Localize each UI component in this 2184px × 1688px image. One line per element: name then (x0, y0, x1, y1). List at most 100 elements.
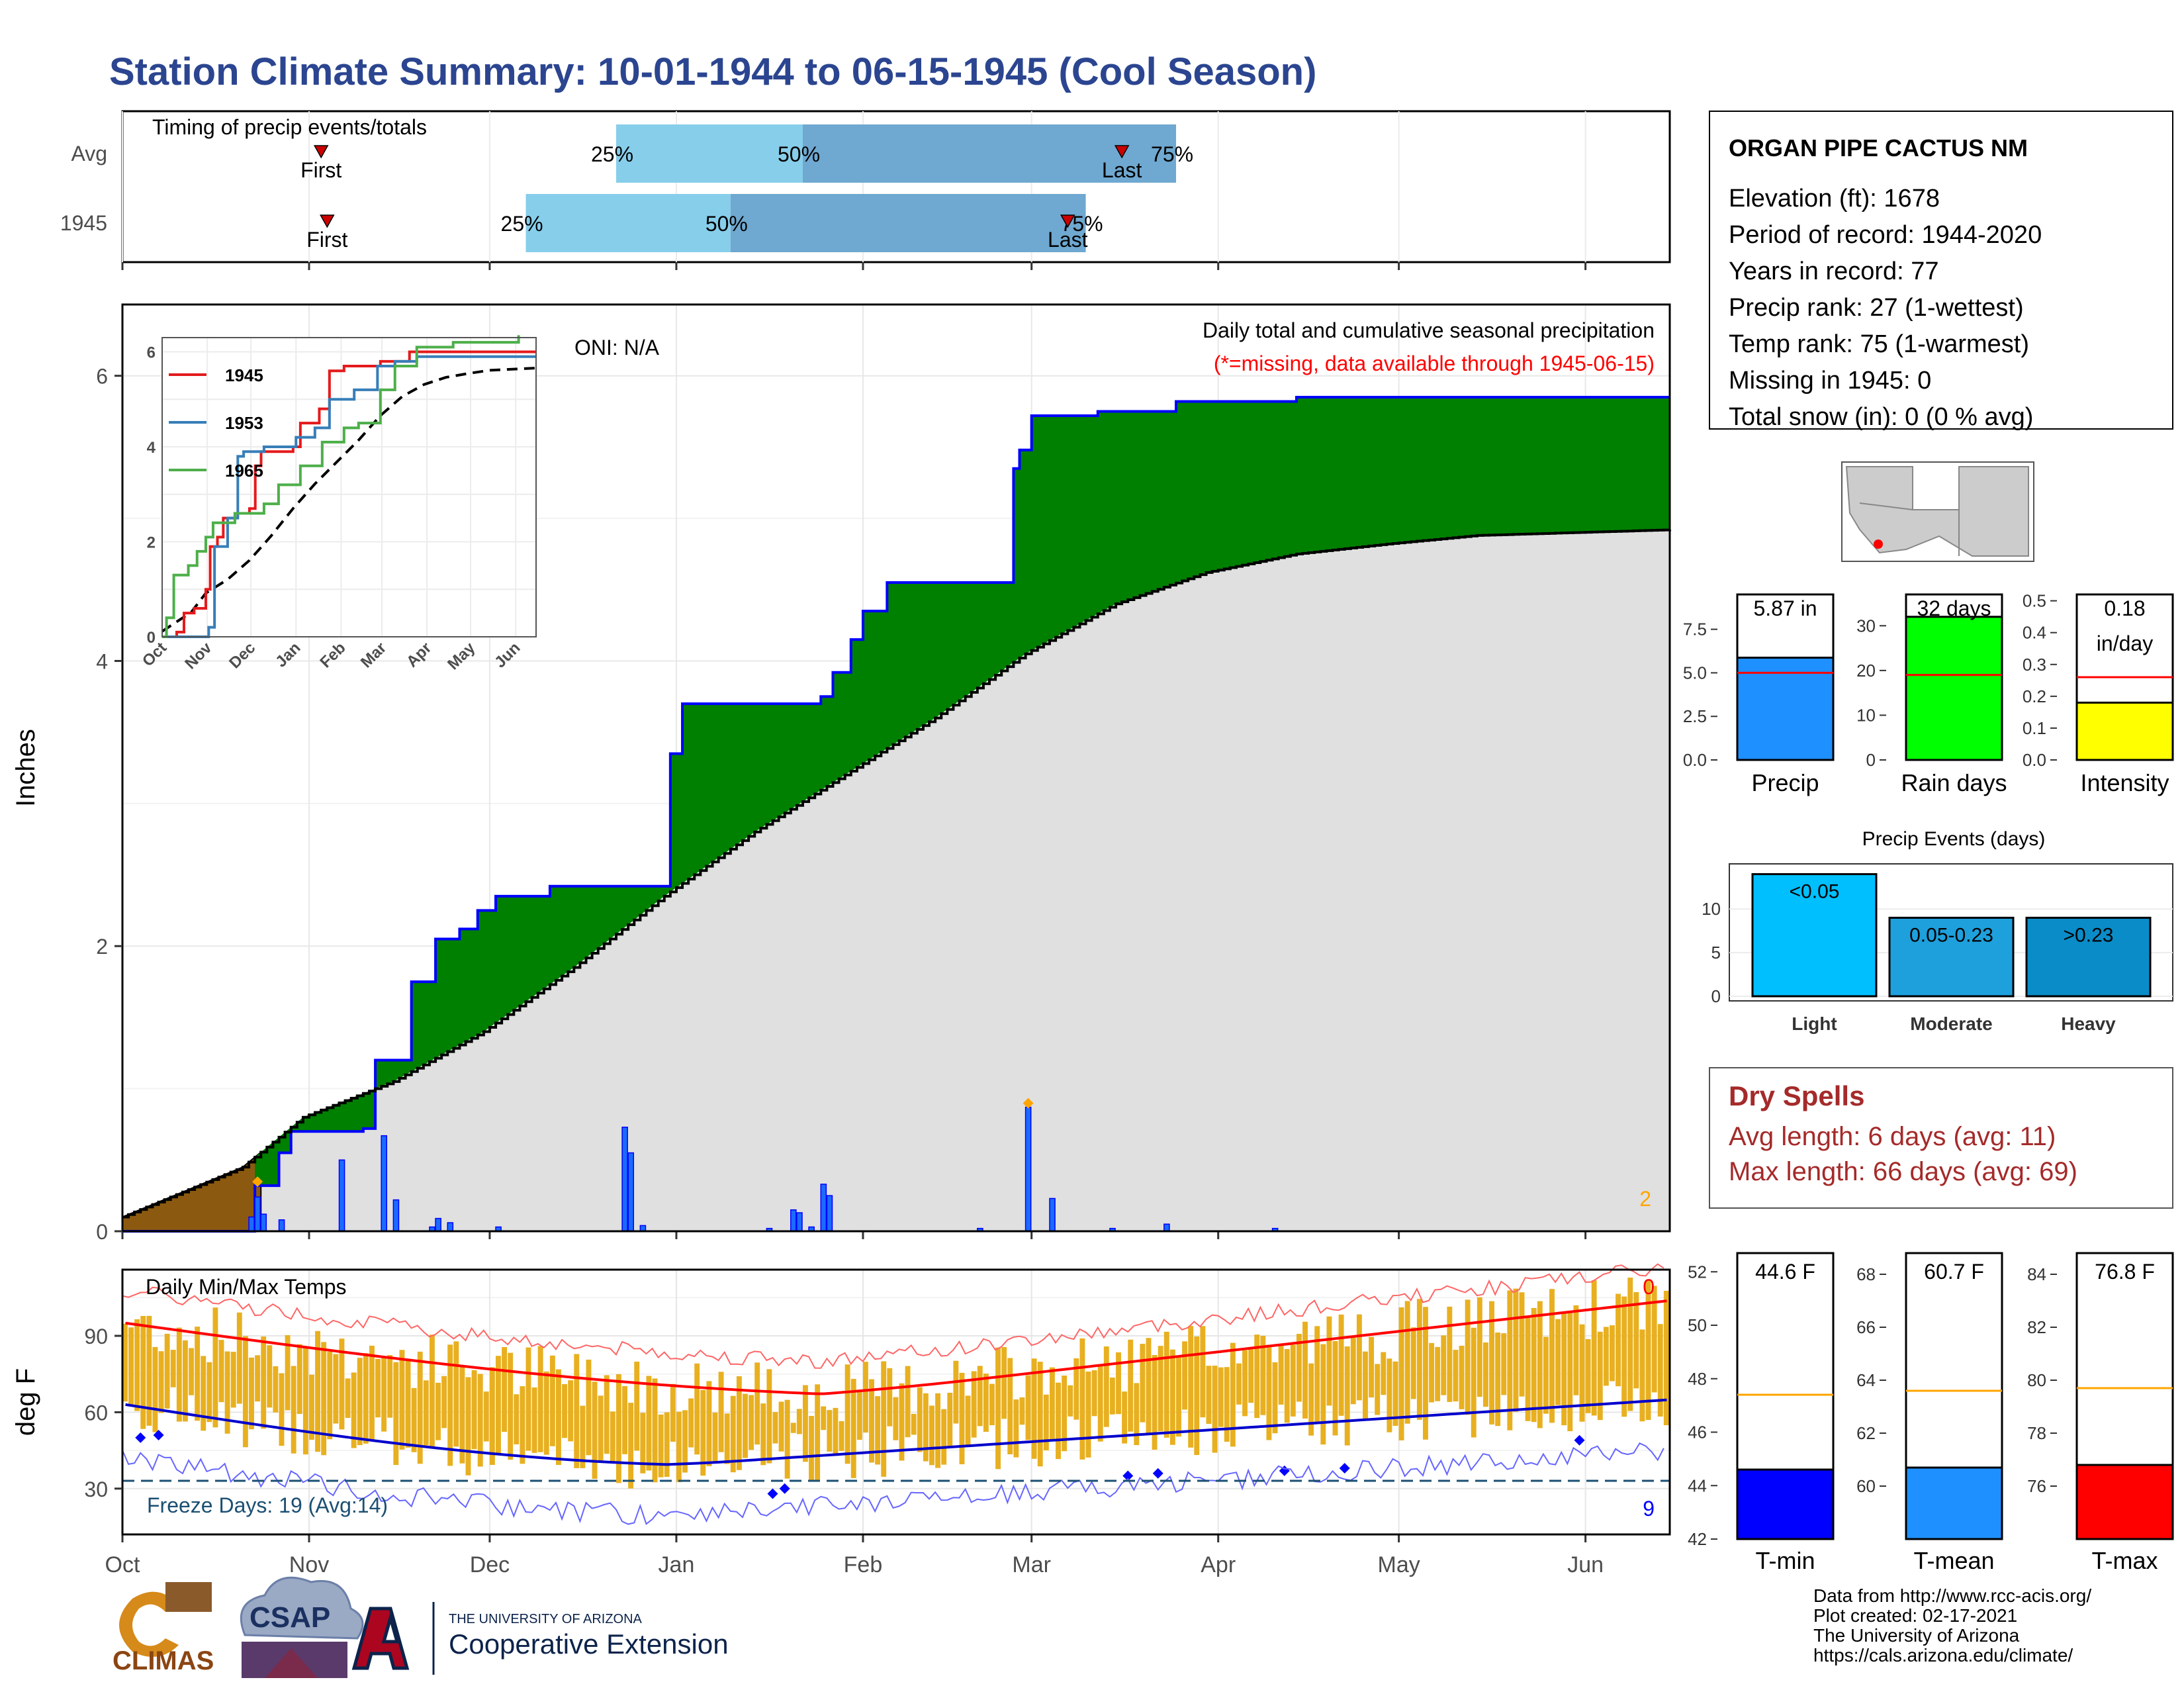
daily-temp-bar (1248, 1349, 1254, 1403)
daily-temp-bar (447, 1344, 453, 1466)
temp-summary-ytick-label: 52 (1688, 1262, 1707, 1282)
summary-ytick-label: 7.5 (1683, 620, 1707, 639)
station-info-line: Temp rank: 75 (1-warmest) (1729, 330, 2029, 358)
daily-temp-bar (1103, 1346, 1109, 1427)
daily-temp-bar (1278, 1344, 1284, 1405)
daily-temp-bar (646, 1376, 652, 1471)
temp-summary-value: 44.6 F (1755, 1260, 1815, 1284)
daily-temp-bar (1176, 1356, 1181, 1437)
daily-temp-bar (1621, 1296, 1627, 1417)
daily-temp-bar (477, 1374, 483, 1467)
daily-temp-bar (224, 1351, 230, 1434)
daily-temp-bar (893, 1397, 899, 1440)
daily-temp-bar (296, 1344, 302, 1414)
max-missing-count: 0 (1643, 1275, 1655, 1299)
daily-temp-bar (1320, 1344, 1326, 1445)
daily-temp-bar (977, 1366, 983, 1427)
daily-precip-bar (260, 1213, 267, 1232)
precip-caption: Daily total and cumulative seasonal prec… (1203, 318, 1655, 342)
daily-precip-bar (621, 1127, 628, 1232)
daily-temp-bar (128, 1327, 134, 1405)
daily-temp-bar (387, 1354, 393, 1418)
timing-marker (313, 145, 329, 159)
ua-small-text: THE UNIVERSITY OF ARIZONA (449, 1612, 643, 1626)
daily-temp-bar (459, 1367, 465, 1464)
daily-temp-bar (1326, 1316, 1332, 1406)
daily-temp-bar (1163, 1331, 1169, 1438)
daily-temp-bar (1097, 1364, 1103, 1442)
daily-temp-bar (1013, 1399, 1019, 1458)
daily-temp-bar (315, 1331, 321, 1452)
daily-temp-bar (1085, 1371, 1091, 1458)
footer-line: Data from http://www.rcc-acis.org/ (1813, 1585, 2091, 1606)
timing-marker-label: First (300, 158, 341, 182)
daily-temp-bar (772, 1412, 778, 1444)
month-label: Mar (1012, 1552, 1051, 1577)
daily-temp-bar (375, 1358, 381, 1418)
daily-temp-bar (730, 1395, 736, 1473)
timing-q25: 25% (591, 142, 633, 166)
daily-precip-bar (627, 1152, 635, 1232)
daily-temp-bar (249, 1357, 254, 1430)
record-low-marker (153, 1430, 164, 1440)
daily-temp-bar (1633, 1291, 1639, 1389)
events-category: Light (1792, 1013, 1837, 1034)
timing-row-avg-label: Avg (71, 142, 107, 165)
daily-temp-bar (1387, 1358, 1392, 1432)
daily-temp-bar (531, 1387, 537, 1453)
daily-temp-bar (1049, 1367, 1055, 1440)
daily-temp-bar (749, 1395, 754, 1450)
daily-temp-bar (1495, 1333, 1501, 1427)
daily-temp-bar (1441, 1335, 1447, 1395)
daily-temp-bar (333, 1354, 339, 1424)
daily-temp-bar (1188, 1326, 1194, 1448)
month-label: Feb (844, 1552, 883, 1577)
daily-temp-bar (1363, 1351, 1368, 1419)
daily-temp-bar (1350, 1337, 1356, 1405)
daily-temp-bar (634, 1361, 640, 1451)
csap-logo: CSAP (240, 1576, 364, 1678)
daily-temp-bar (1645, 1280, 1651, 1421)
daily-temp-bar (393, 1362, 399, 1466)
daily-temp-bar (146, 1315, 152, 1426)
temp-summary-bar (1905, 1466, 2003, 1540)
daily-temp-bar (291, 1366, 296, 1454)
daily-temp-bar (483, 1391, 489, 1442)
daily-temp-bar (1501, 1333, 1507, 1395)
summary-bar (1905, 616, 2003, 761)
daily-temp-bar (189, 1348, 194, 1395)
inset-series-line (162, 350, 536, 638)
freeze-days: Freeze Days: 19 (Avg:14) (147, 1493, 388, 1517)
timing-marker-label: First (306, 228, 347, 252)
daily-temp-bar (345, 1378, 351, 1418)
month-label: Oct (105, 1552, 140, 1577)
temp-label: Daily Min/Max Temps (146, 1275, 346, 1299)
daily-temp-bar (1603, 1327, 1609, 1386)
daily-temp-bar (1627, 1278, 1633, 1411)
daily-temp-bar (1116, 1352, 1121, 1415)
daily-temp-bar (357, 1358, 363, 1446)
temp-ytick-label: 30 (84, 1477, 108, 1501)
summary-value: 0.18 (2104, 596, 2145, 620)
inset-ytick-label: 4 (147, 439, 156, 457)
daily-temp-bar (1615, 1293, 1621, 1387)
daily-temp-bar (1459, 1345, 1465, 1409)
daily-temp-bar (1404, 1301, 1410, 1424)
daily-temp-bar (724, 1413, 730, 1464)
footer-line: https://cals.arizona.edu/climate/ (1813, 1645, 2073, 1665)
record-low-marker (1152, 1468, 1163, 1479)
daily-temp-bar (1663, 1290, 1669, 1425)
daily-temp-bar (706, 1381, 712, 1466)
daily-temp-bar (1338, 1314, 1344, 1416)
daily-temp-bar (1037, 1362, 1043, 1467)
daily-temp-bar (1507, 1290, 1513, 1430)
daily-temp-bar (622, 1385, 627, 1454)
daily-temp-bar (1591, 1280, 1597, 1416)
station-info-line: Total snow (in): 0 (0 % avg) (1729, 403, 2033, 431)
temp-summary-ytick-label: 60 (1856, 1476, 1876, 1496)
events-category: Moderate (1910, 1013, 1992, 1034)
daily-temp-bar (1146, 1338, 1152, 1434)
station-info-line: Period of record: 1944-2020 (1729, 221, 2042, 249)
daily-temp-bar (453, 1341, 459, 1447)
